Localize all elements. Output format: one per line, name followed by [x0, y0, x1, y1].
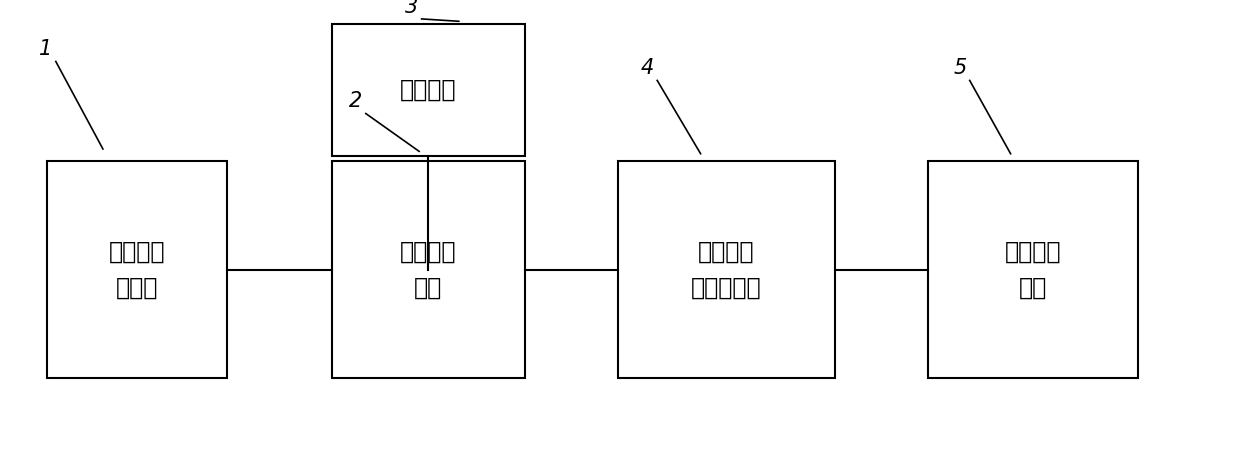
Text: 滤波电路: 滤波电路 — [401, 78, 456, 102]
Text: 2: 2 — [350, 91, 362, 111]
Bar — [618, 161, 835, 378]
Text: 全桥逆变
电路: 全桥逆变 电路 — [401, 240, 456, 299]
Text: 1: 1 — [40, 39, 52, 59]
Bar — [47, 161, 227, 378]
Text: 数字信号
发生器: 数字信号 发生器 — [109, 240, 165, 299]
Text: 5: 5 — [954, 58, 966, 78]
Text: 磁性材料
单片测试仪: 磁性材料 单片测试仪 — [691, 240, 761, 299]
Text: 数据采集
装置: 数据采集 装置 — [1004, 240, 1061, 299]
Bar — [332, 161, 525, 378]
Text: 4: 4 — [641, 58, 653, 78]
Text: 3: 3 — [405, 0, 418, 17]
Bar — [928, 161, 1138, 378]
Bar — [332, 24, 525, 156]
